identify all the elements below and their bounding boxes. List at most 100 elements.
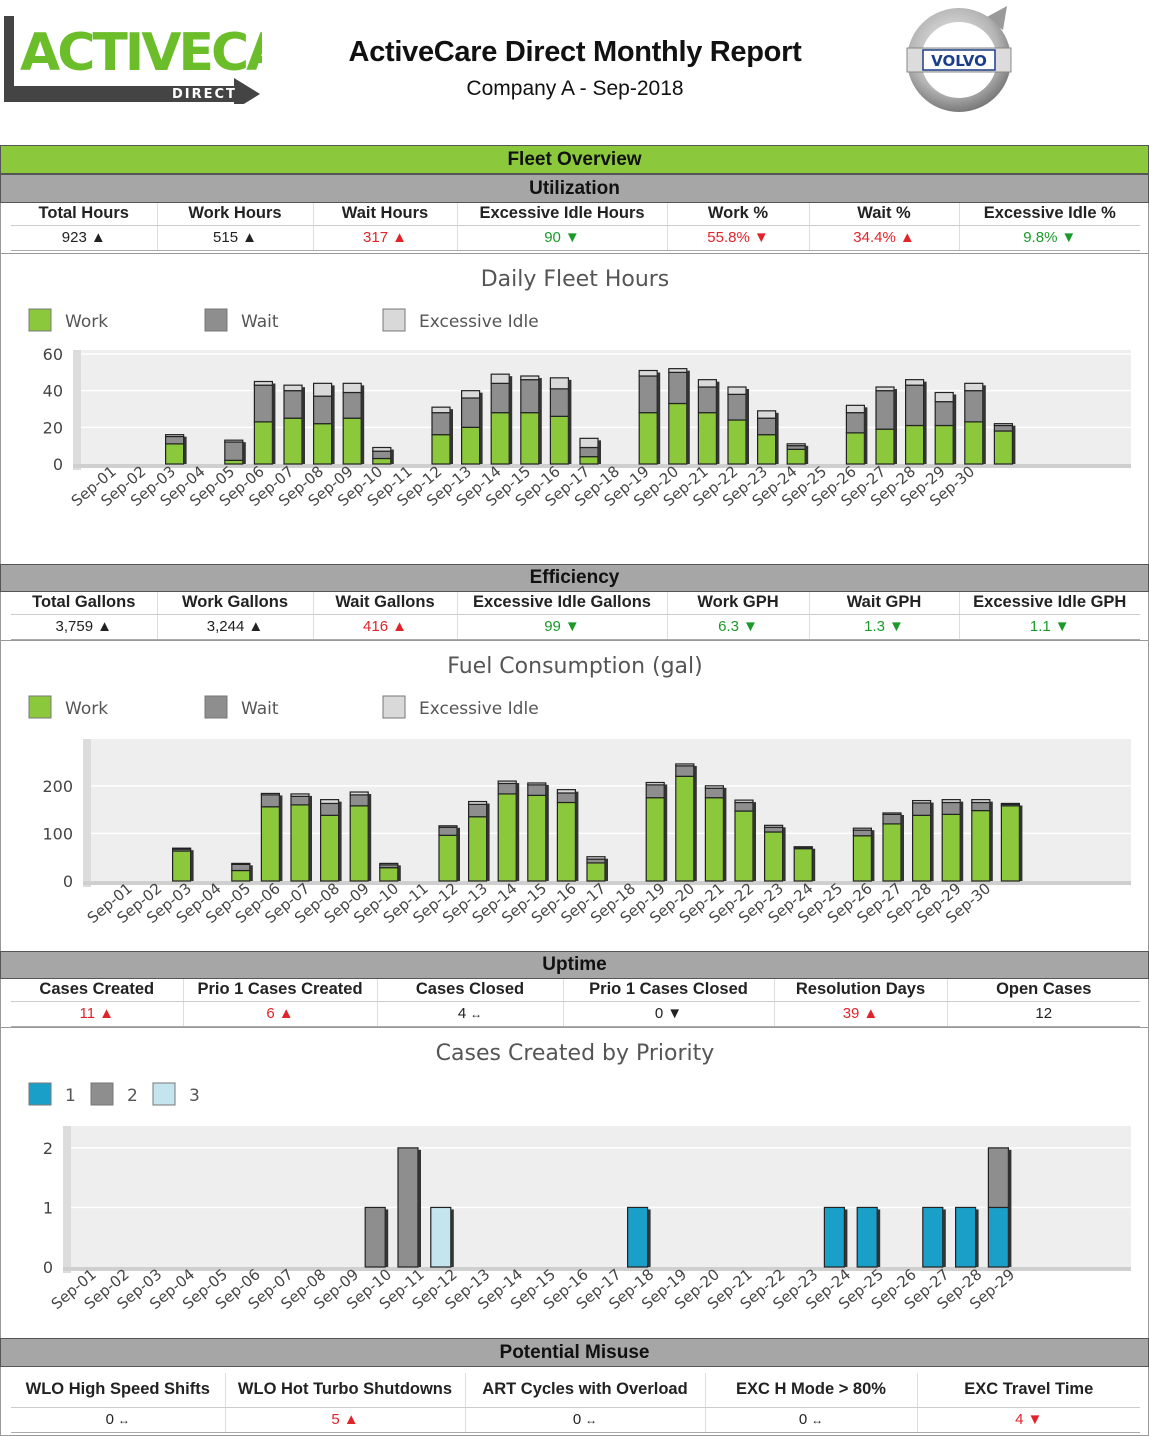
misuse-kpi-value: 4 (1015, 1411, 1024, 1428)
bar-segment (941, 813, 961, 882)
utilization-kpi-table: Total Hours Work Hours Wait Hours Excessive… (0, 203, 1149, 254)
bar-segment (527, 794, 547, 882)
utilization-kpi-cell: 923 ▲ (11, 225, 158, 251)
misuse-header-row: WLO High Speed Shifts WLO Hot Turbo Shutd… (11, 1373, 1140, 1408)
bar-segment (549, 388, 570, 417)
utilization-col-header: Excessive Idle % (959, 203, 1140, 226)
bar-segment (372, 457, 392, 465)
efficiency-kpi-value: 3,244 (206, 618, 245, 635)
bar-segment (283, 390, 303, 419)
bar-shadow (716, 381, 720, 464)
trend-up-icon: ▲ (899, 229, 915, 246)
bar-segment (875, 428, 895, 465)
plot-floor (63, 1267, 1131, 1271)
plot-background (71, 1126, 1131, 1267)
bar-segment (934, 401, 954, 427)
bar-shadow (568, 379, 572, 464)
trend-down-icon: ▼ (889, 618, 904, 635)
bar-shadow (775, 412, 779, 464)
trend-down-icon: ▼ (564, 229, 580, 246)
bar-segment (497, 793, 517, 882)
bar-segment (349, 794, 369, 807)
bar-segment (964, 382, 984, 392)
efficiency-kpi-cell: 1.3 ▼ (809, 614, 960, 640)
report-header: ACTIVECARE DIRECT ActiveCare Direct Mont… (0, 0, 1149, 145)
page-title: ActiveCare Direct Monthly Report (348, 36, 802, 68)
bar-segment (497, 780, 517, 785)
bar-segment (734, 810, 754, 882)
bar-segment (165, 435, 185, 445)
uptime-value-row: 11 ▲ 6 ▲ 4 ↔ 0 ▼ 39 ▲ 12 (11, 1001, 1140, 1027)
efficiency-col-header: Wait GPH (809, 592, 960, 615)
trend-down-icon: ▼ (667, 1005, 683, 1022)
misuse-kpi-cell: 0 ↔ (465, 1407, 706, 1433)
efficiency-kpi-value: 1.3 (864, 618, 885, 635)
bar-segment (675, 765, 695, 777)
bar-shadow (664, 784, 668, 881)
chart-title: Cases Created by Priority (436, 1041, 715, 1066)
uptime-kpi-value: 12 (1035, 1005, 1053, 1022)
bar-segment (461, 426, 481, 465)
y-tick-label: 40 (43, 382, 63, 401)
bar-segment (904, 424, 925, 465)
legend-label: 3 (189, 1086, 200, 1106)
bar-segment (727, 386, 747, 395)
fleet-overview-header: Fleet Overview (0, 145, 1149, 174)
bar-shadow (782, 827, 786, 881)
bar-segment (397, 1147, 419, 1268)
bar-segment (852, 827, 873, 831)
misuse-col-header: EXC Travel Time (917, 1373, 1140, 1408)
y-tick-label: 20 (43, 418, 63, 437)
bar-segment (231, 869, 251, 882)
bar-segment (320, 814, 340, 882)
bar-segment (313, 382, 333, 397)
bar-segment (260, 792, 280, 796)
utilization-header: Utilization (0, 174, 1149, 203)
legend-swatch (28, 308, 52, 332)
bar-shadow (647, 1209, 651, 1267)
bar-segment (987, 1206, 1010, 1268)
legend-swatch (204, 695, 228, 719)
bar-segment (734, 801, 754, 812)
utilization-kpi-value: 515 (213, 229, 239, 246)
bar-segment (875, 386, 895, 392)
bar-segment (527, 784, 547, 796)
trend-down-icon: ▼ (1027, 1411, 1043, 1428)
uptime-kpi-value: 4 (457, 1005, 467, 1022)
bar-segment (882, 813, 902, 825)
bar-segment (313, 395, 333, 425)
efficiency-kpi-cell: 3,759 ▲ (11, 614, 158, 640)
bar-shadow (982, 385, 986, 464)
bar-segment (520, 412, 540, 465)
bar-segment (468, 800, 488, 805)
efficiency-col-header: Work Gallons (157, 592, 314, 615)
bar-segment (224, 439, 244, 443)
bar-segment (987, 1147, 1010, 1209)
volvo-badge-text: VOLVO (931, 52, 987, 70)
bar-segment (845, 404, 866, 414)
legend-label: Excessive Idle (419, 312, 539, 332)
misuse-kpi-value: 5 (331, 1411, 340, 1428)
bar-shadow (390, 449, 394, 464)
bar-segment (856, 1206, 878, 1268)
bar-segment (379, 862, 399, 866)
misuse-col-header: EXC H Mode > 80% (705, 1373, 918, 1408)
misuse-kpi-cell: 5 ▲ (225, 1407, 466, 1433)
utilization-col-header: Total Hours (11, 203, 158, 226)
bar-segment (727, 393, 747, 421)
bar-shadow (190, 850, 194, 881)
bar-segment (626, 1206, 649, 1268)
bar-shadow (1008, 1149, 1012, 1267)
misuse-kpi-value: 0 (798, 1411, 808, 1428)
bar-shadow (746, 389, 749, 464)
bar-shadow (901, 814, 904, 881)
efficiency-value-row: 3,759 ▲ 3,244 ▲ 416 ▲ 99 ▼ 6.3 ▼ 1.3 ▼ 1.1 ▼ (11, 614, 1140, 640)
utilization-col-header: Work Hours (157, 203, 314, 226)
misuse-kpi-cell: 4 ▼ (917, 1407, 1140, 1433)
utilization-kpi-cell: 90 ▼ (457, 225, 668, 251)
legend-label: Wait (241, 312, 279, 332)
bar-shadow (989, 801, 993, 881)
utilization-kpi-value: 55.8% (707, 229, 750, 246)
bar-segment (320, 802, 340, 816)
